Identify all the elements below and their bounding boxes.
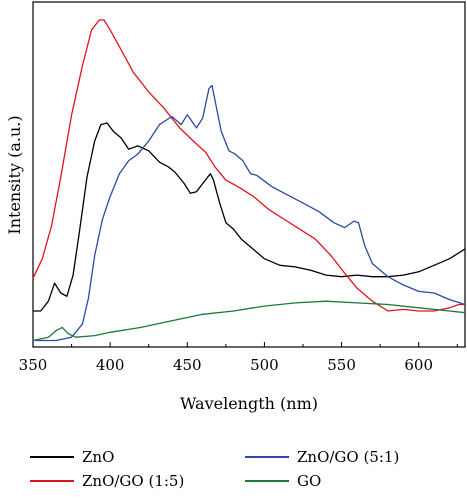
legend-item-go: GO bbox=[245, 472, 321, 490]
series-line-go bbox=[32, 300, 466, 342]
x-tick-label-350: 350 bbox=[19, 356, 48, 374]
legend-label-go: GO bbox=[297, 472, 322, 490]
legend-label-zno-go-1-5: ZnO/GO (1:5) bbox=[82, 472, 185, 490]
legend-label-zno-go-5-1: ZnO/GO (5:1) bbox=[297, 448, 400, 466]
legend-item-zno: ZnO bbox=[30, 448, 114, 466]
x-tick-label-500: 500 bbox=[250, 356, 279, 374]
legend-swatch-zno bbox=[30, 456, 74, 458]
x-tick-label-600: 600 bbox=[404, 356, 433, 374]
series-layer bbox=[32, 19, 466, 342]
legend: ZnO ZnO/GO (5:1) ZnO/GO (1:5) GO bbox=[0, 438, 467, 498]
plot-frame bbox=[32, 1, 466, 348]
legend-item-zno-go-1-5: ZnO/GO (1:5) bbox=[30, 472, 184, 490]
series-line-zno-go-5-1 bbox=[33, 84, 466, 342]
x-tick-label-450: 450 bbox=[173, 356, 202, 374]
series-line-zno bbox=[33, 122, 466, 312]
x-tick-label-400: 400 bbox=[96, 356, 125, 374]
legend-swatch-zno-go-5-1 bbox=[245, 456, 289, 458]
y-axis-title: Intensity (a.u.) bbox=[5, 115, 24, 234]
legend-swatch-zno-go-1-5 bbox=[30, 480, 74, 482]
legend-swatch-go bbox=[245, 480, 289, 482]
x-tick-label-550: 550 bbox=[327, 356, 356, 374]
x-axis-title: Wavelength (nm) bbox=[180, 394, 318, 413]
legend-label-zno: ZnO bbox=[82, 448, 115, 466]
chart: 350 400 450 500 550 600 Wavelength (nm) Inten… bbox=[5, 1, 466, 413]
series-line-zno-go-1-5 bbox=[32, 19, 465, 312]
legend-item-zno-go-5-1: ZnO/GO (5:1) bbox=[245, 448, 399, 466]
x-ticks: 350 400 450 500 550 600 bbox=[19, 342, 458, 374]
